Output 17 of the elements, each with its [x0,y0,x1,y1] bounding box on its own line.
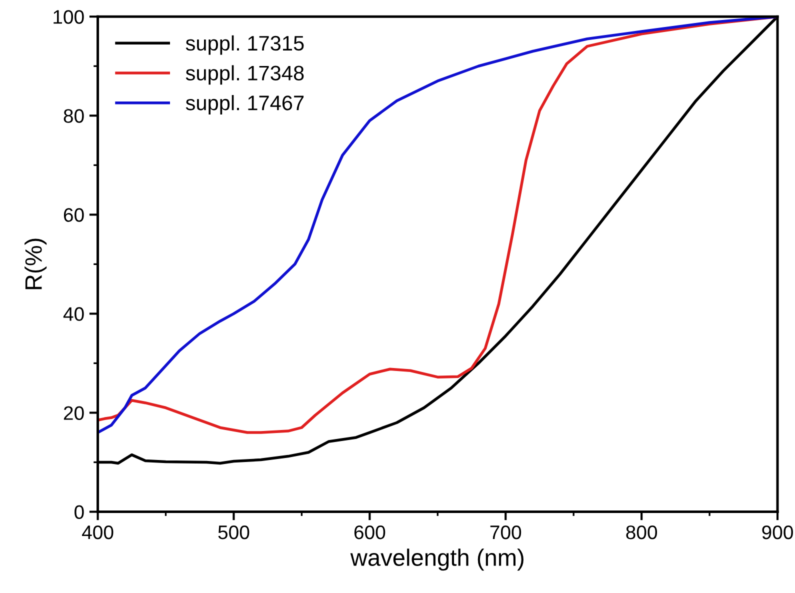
y-tick-label: 40 [63,307,84,321]
y-tick-label: 100 [54,10,84,24]
x-tick-label: 900 [762,525,793,540]
x-tick-label: 800 [626,525,658,540]
y-tick-label: 0 [74,505,84,519]
y-axis-title: R(%) [24,238,47,290]
legend-label: suppl. 17467 [186,95,304,114]
x-tick-label: 400 [82,525,114,540]
y-tick-label: 20 [64,406,84,420]
y-tick-label: 80 [64,109,84,123]
y-tick-label: 60 [64,208,84,222]
x-axis-title: wavelength (nm) [350,548,524,571]
legend-label: suppl. 17315 [186,35,304,55]
legend-label: suppl. 17348 [186,65,304,85]
x-tick-label: 700 [490,525,522,540]
x-tick-label: 600 [354,525,386,540]
x-tick-label: 500 [218,525,250,540]
